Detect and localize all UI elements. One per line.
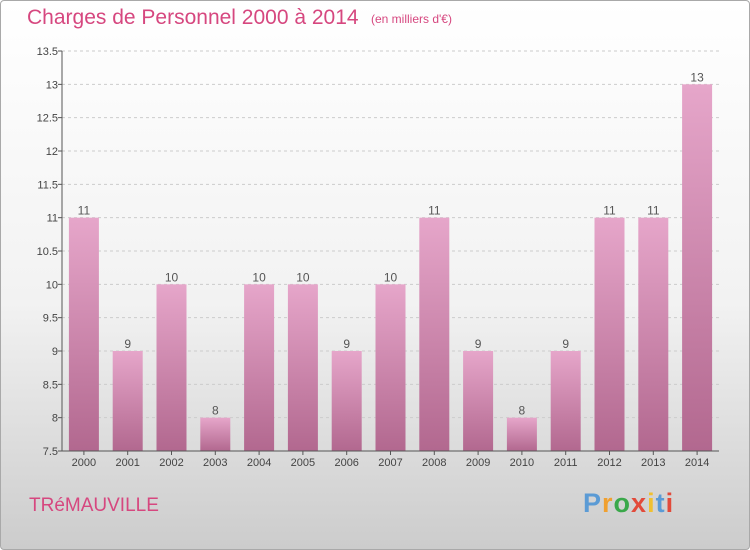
x-tick-label: 2001	[115, 457, 139, 469]
x-tick-label: 2006	[334, 457, 358, 469]
bar-value-label: 9	[562, 337, 569, 351]
y-tick-label: 9.5	[43, 313, 58, 325]
y-tick-label: 13	[46, 79, 58, 91]
bar	[419, 217, 450, 451]
commune-name: TRéMAUVILLE	[29, 495, 159, 516]
x-tick-label: 2005	[291, 457, 315, 469]
bar-value-label: 10	[165, 270, 179, 284]
bar-value-label: 10	[384, 270, 398, 284]
chart-unit: (en milliers d'€)	[371, 12, 452, 26]
y-tick-label: 12	[46, 146, 58, 158]
x-tick-label: 2010	[510, 457, 534, 469]
bar	[375, 284, 406, 451]
logo-letter: t	[655, 488, 666, 518]
bar-value-label: 13	[690, 70, 704, 84]
chart-title: Charges de Personnel 2000 à 2014	[27, 6, 359, 29]
bar	[506, 417, 537, 451]
y-tick-label: 10	[46, 279, 58, 291]
x-tick-label: 2000	[72, 457, 96, 469]
x-tick-label: 2009	[466, 457, 490, 469]
bar-value-label: 10	[252, 270, 266, 284]
bar-value-label: 8	[519, 404, 526, 418]
bars: 11 9 10 8 10 10 9 10 11 9 8 9 11 11 13	[68, 70, 713, 451]
logo-letter: P	[583, 488, 603, 518]
x-tick-label: 2011	[554, 457, 578, 469]
x-tick-label: 2004	[247, 457, 271, 469]
y-tick-label: 8	[52, 413, 58, 425]
bar-value-label: 11	[428, 204, 441, 218]
bar	[244, 284, 275, 451]
bar	[550, 351, 581, 451]
bar-value-label: 10	[296, 270, 310, 284]
bar	[112, 351, 143, 451]
bar-value-label: 11	[603, 204, 616, 218]
logo-letter: o	[613, 488, 632, 518]
x-tick-label: 2012	[597, 457, 621, 469]
logo-letter: i	[665, 488, 675, 518]
x-tick-label: 2003	[203, 457, 227, 469]
bar	[594, 217, 625, 451]
y-tick-label: 11	[47, 213, 58, 225]
y-tick-label: 8.5	[43, 379, 58, 391]
x-tick-label: 2007	[378, 457, 402, 469]
x-tick-label: 2014	[685, 457, 709, 469]
bar	[682, 84, 713, 451]
bar	[331, 351, 362, 451]
y-tick-label: 11.5	[37, 179, 58, 191]
bar-value-label: 9	[475, 337, 482, 351]
y-tick-label: 7.5	[43, 446, 58, 458]
bar-value-label: 9	[124, 337, 131, 351]
y-tick-label: 9	[52, 346, 58, 358]
x-tick-label: 2008	[422, 457, 446, 469]
bar-value-label: 8	[212, 404, 219, 418]
bar	[156, 284, 187, 451]
bar	[638, 217, 669, 451]
y-tick-label: 12.5	[37, 113, 58, 125]
bar-value-label: 9	[343, 337, 350, 351]
bar	[287, 284, 318, 451]
proxiti-logo: Proxiti	[583, 488, 674, 519]
y-tick-label: 10.5	[37, 246, 58, 258]
bar	[463, 351, 494, 451]
bar-value-label: 11	[78, 204, 91, 218]
bar	[68, 217, 99, 451]
logo-letter: i	[647, 488, 656, 518]
logo-letter: x	[631, 488, 648, 518]
x-tick-label: 2002	[159, 457, 183, 469]
bar-value-label: 11	[647, 204, 660, 218]
x-tick-label: 2013	[641, 457, 665, 469]
axes: 7.5 8 8.5 9 9.5 10 10.5 11 11.5 12 12.5 13 13.5 2000 2…	[37, 46, 719, 469]
bar	[200, 417, 231, 451]
y-tick-label: 13.5	[37, 46, 58, 58]
logo-letter: r	[602, 488, 614, 518]
